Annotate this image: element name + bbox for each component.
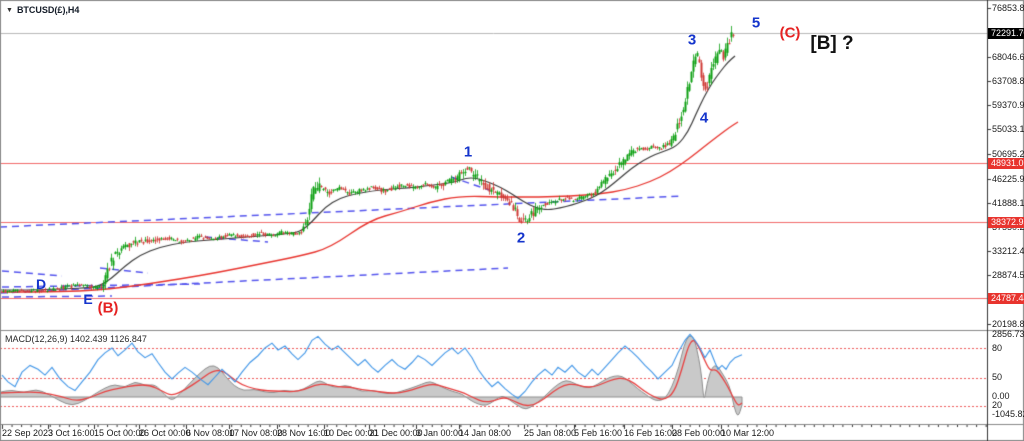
wave-annotation[interactable]: 3: [687, 31, 697, 49]
wave-annotation[interactable]: 5: [751, 14, 761, 32]
wave-annotation[interactable]: 1: [463, 143, 473, 161]
wave-annotation[interactable]: [B] ?: [810, 33, 854, 54]
wave-annotation[interactable]: E: [83, 291, 93, 307]
wave-annotation[interactable]: 2: [516, 229, 526, 247]
wave-annotation[interactable]: (B): [97, 299, 119, 317]
chevron-down-icon: ▼: [6, 6, 13, 14]
symbol-title: BTCUSD(£),H4: [16, 5, 80, 15]
wave-annotation[interactable]: D: [35, 276, 47, 292]
symbol-selector[interactable]: ▼ BTCUSD(£),H4: [6, 5, 79, 15]
wave-annotation[interactable]: (C): [779, 24, 801, 42]
wave-annotation[interactable]: 4: [699, 109, 709, 127]
